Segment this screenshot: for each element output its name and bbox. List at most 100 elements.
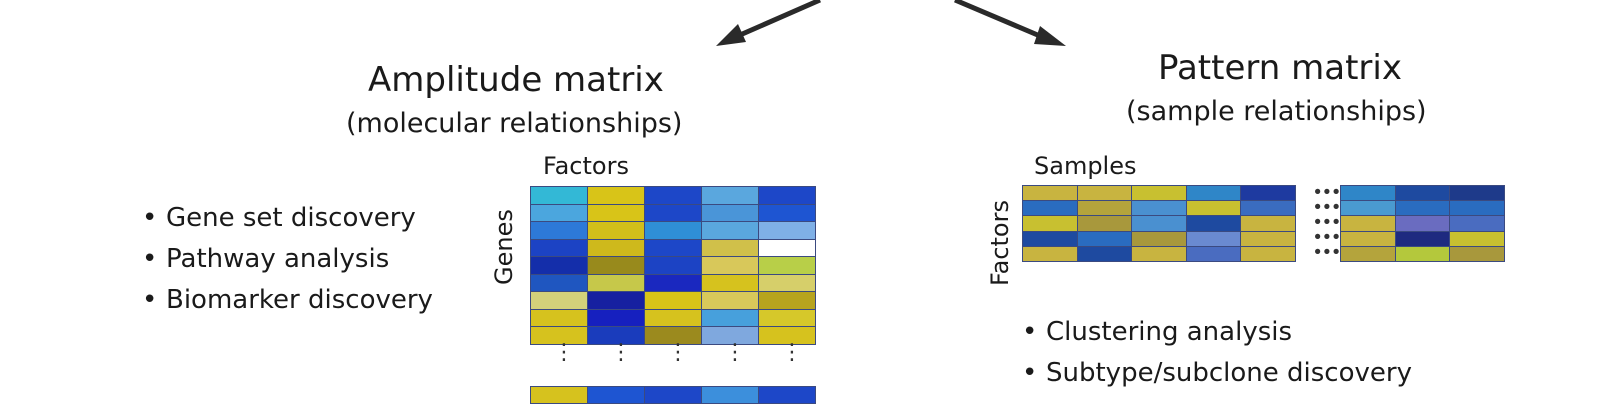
pattern-heatmap-right xyxy=(1340,185,1505,262)
pattern-heatmap-right-cell xyxy=(1341,216,1395,231)
amplitude-heatmap-cell xyxy=(759,292,815,309)
bullet-subtype-discovery: Subtype/subclone discovery xyxy=(1022,353,1412,394)
pattern-heatmap-right-cell xyxy=(1450,246,1504,261)
pattern-heatmap-left-cell xyxy=(1132,201,1186,216)
amplitude-bullets: Gene set discovery Pathway analysis Biom… xyxy=(142,198,433,321)
pattern-heatmap-left-cell xyxy=(1186,246,1240,261)
amplitude-heatmap-cell xyxy=(702,239,758,256)
pattern-heatmap-left-cell xyxy=(1132,186,1186,201)
amplitude-heatmap-bottom-cell xyxy=(759,387,815,403)
amplitude-heatmap-cell xyxy=(702,292,758,309)
amplitude-heatmap-cell xyxy=(645,187,701,204)
amplitude-heatmap-cell xyxy=(645,239,701,256)
amplitude-heatmap-cell xyxy=(702,204,758,221)
pattern-heatmap-right-cell xyxy=(1395,231,1449,246)
vertical-ellipsis: ⋮ xyxy=(781,340,803,365)
amplitude-heatmap-cell xyxy=(759,309,815,326)
amplitude-heatmap-cell xyxy=(531,309,587,326)
amplitude-heatmap-cell xyxy=(759,187,815,204)
amplitude-heatmap-cell xyxy=(531,257,587,274)
amplitude-heatmap-cell xyxy=(531,292,587,309)
vertical-ellipsis: ⋮ xyxy=(553,340,575,365)
pattern-heatmap-left-cell xyxy=(1023,201,1077,216)
amplitude-factors-label: Factors xyxy=(543,152,629,180)
pattern-heatmap-right-cell xyxy=(1341,231,1395,246)
amplitude-heatmap-cell xyxy=(645,257,701,274)
pattern-heatmap-right-cell xyxy=(1395,216,1449,231)
amplitude-heatmap-cell xyxy=(702,327,758,344)
pattern-heatmap-right-cell xyxy=(1395,186,1449,201)
amplitude-heatmap-cell xyxy=(759,222,815,239)
bullet-gene-set-discovery: Gene set discovery xyxy=(142,198,433,239)
pattern-heatmap-left-cell xyxy=(1186,231,1240,246)
pattern-heatmap-left-cell xyxy=(1186,216,1240,231)
amplitude-heatmap-bottom-cell xyxy=(702,387,758,403)
amplitude-heatmap-bottom xyxy=(530,386,816,404)
amplitude-heatmap xyxy=(530,186,816,345)
pattern-heatmap-right-cell xyxy=(1395,246,1449,261)
amplitude-heatmap-cell xyxy=(645,327,701,344)
pattern-title: Pattern matrix xyxy=(1158,48,1402,88)
amplitude-heatmap-cell xyxy=(588,187,644,204)
amplitude-heatmap-cell xyxy=(702,309,758,326)
amplitude-heatmap-cell xyxy=(531,204,587,221)
amplitude-title: Amplitude matrix xyxy=(368,60,664,100)
pattern-samples-label: Samples xyxy=(1034,152,1137,180)
amplitude-heatmap-cell xyxy=(645,274,701,291)
pattern-heatmap-left-cell xyxy=(1077,186,1131,201)
pattern-heatmap-left-cell xyxy=(1132,216,1186,231)
amplitude-heatmap-cell xyxy=(588,239,644,256)
amplitude-heatmap-cell xyxy=(588,222,644,239)
amplitude-heatmap-cell xyxy=(531,187,587,204)
pattern-heatmap-left-cell xyxy=(1023,231,1077,246)
pattern-heatmap-right-cell xyxy=(1450,231,1504,246)
amplitude-heatmap-cell xyxy=(531,239,587,256)
amplitude-heatmap-cell xyxy=(645,204,701,221)
amplitude-heatmap-cell xyxy=(588,274,644,291)
amplitude-heatmap-bottom-cell xyxy=(645,387,701,403)
pattern-heatmap-left-cell xyxy=(1186,201,1240,216)
pattern-heatmap-left xyxy=(1022,185,1296,262)
pattern-heatmap-left-cell xyxy=(1241,231,1295,246)
amplitude-heatmap-cell xyxy=(645,292,701,309)
amplitude-heatmap-cell xyxy=(531,327,587,344)
amplitude-subtitle: (molecular relationships) xyxy=(346,108,683,139)
bullet-pathway-analysis: Pathway analysis xyxy=(142,239,433,280)
pattern-heatmap-left-cell xyxy=(1077,216,1131,231)
amplitude-heatmap-cell xyxy=(759,327,815,344)
pattern-heatmap-right-cell xyxy=(1450,186,1504,201)
pattern-heatmap-left-cell xyxy=(1023,186,1077,201)
pattern-heatmap-left-cell xyxy=(1023,246,1077,261)
bullet-biomarker-discovery: Biomarker discovery xyxy=(142,280,433,321)
amplitude-genes-label: Genes xyxy=(490,209,518,285)
vertical-ellipsis: ⋮ xyxy=(610,340,632,365)
bullet-clustering-analysis: Clustering analysis xyxy=(1022,312,1412,353)
arrow-right xyxy=(954,0,1066,46)
amplitude-heatmap-cell xyxy=(702,274,758,291)
amplitude-heatmap-cell xyxy=(702,187,758,204)
pattern-subtitle: (sample relationships) xyxy=(1126,96,1427,127)
amplitude-heatmap-cell xyxy=(759,239,815,256)
vertical-ellipsis: ⋮ xyxy=(667,340,689,365)
amplitude-heatmap-cell xyxy=(588,292,644,309)
pattern-heatmap-left-cell xyxy=(1077,246,1131,261)
pattern-heatmap-left-cell xyxy=(1241,186,1295,201)
pattern-heatmap-right-cell xyxy=(1450,201,1504,216)
pattern-heatmap-right-cell xyxy=(1341,186,1395,201)
pattern-bullets: Clustering analysis Subtype/subclone dis… xyxy=(1022,312,1412,394)
arrow-left xyxy=(716,0,822,46)
pattern-heatmap-left-cell xyxy=(1241,216,1295,231)
amplitude-heatmap-cell xyxy=(759,204,815,221)
amplitude-heatmap-cell xyxy=(702,222,758,239)
amplitude-heatmap-cell xyxy=(531,274,587,291)
amplitude-heatmap-cell xyxy=(588,257,644,274)
pattern-heatmap-right-cell xyxy=(1341,201,1395,216)
pattern-heatmap-left-cell xyxy=(1132,231,1186,246)
amplitude-heatmap-cell xyxy=(531,222,587,239)
amplitude-heatmap-cell xyxy=(588,327,644,344)
pattern-heatmap-left-cell xyxy=(1241,201,1295,216)
pattern-heatmap-right-cell xyxy=(1341,246,1395,261)
amplitude-heatmap-cell xyxy=(702,257,758,274)
amplitude-heatmap-cell xyxy=(588,309,644,326)
